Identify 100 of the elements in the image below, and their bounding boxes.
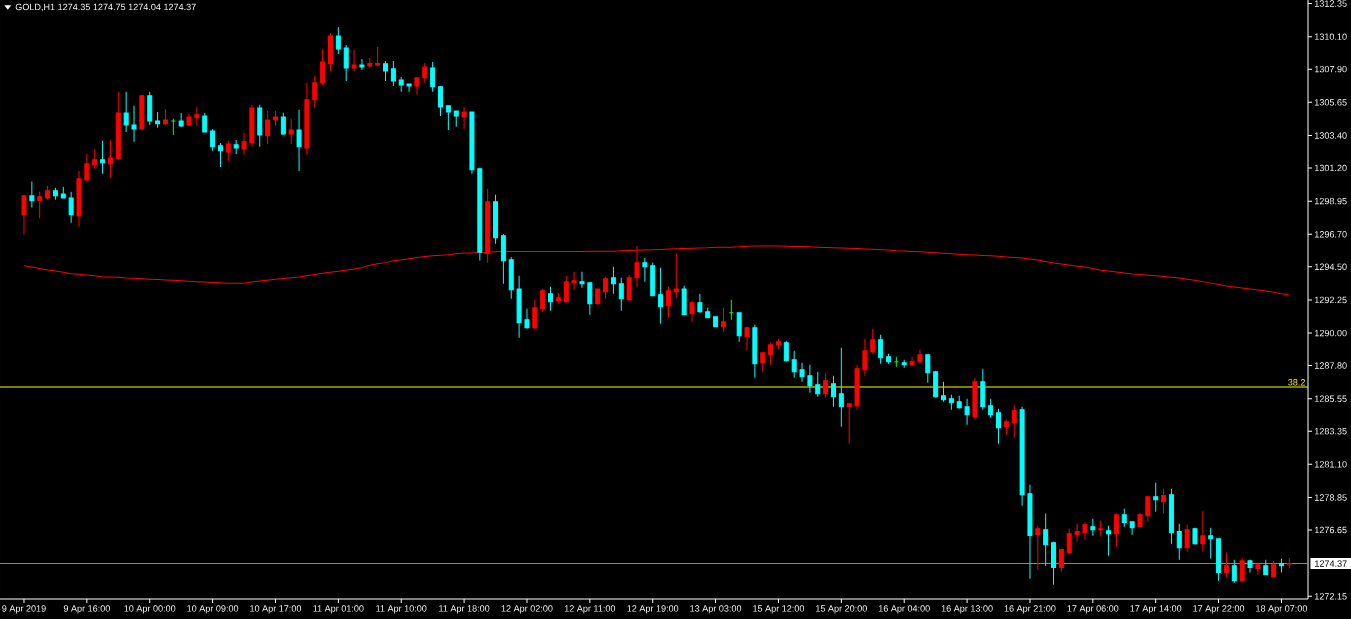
candlestick xyxy=(115,91,121,161)
candlestick xyxy=(60,186,66,199)
candlestick xyxy=(1027,484,1033,580)
candlestick xyxy=(320,48,326,86)
candlestick xyxy=(1074,523,1080,543)
candlestick xyxy=(964,398,970,426)
candlestick xyxy=(1058,548,1064,573)
y-tick-label: 1298.95 xyxy=(1314,197,1347,205)
x-tick-label: 16 Apr 21:00 xyxy=(1004,605,1056,614)
candlestick xyxy=(563,275,569,304)
candlestick xyxy=(139,94,145,130)
candlestick xyxy=(1216,538,1222,582)
candlestick xyxy=(909,356,915,367)
candlestick xyxy=(249,104,255,148)
candlestick xyxy=(186,113,192,127)
x-tick-label: 9 Apr 16:00 xyxy=(63,605,110,614)
candlestick xyxy=(1011,404,1017,439)
candlestick xyxy=(524,308,530,330)
candlestick xyxy=(21,195,27,236)
candlestick xyxy=(1106,525,1112,557)
candlestick xyxy=(107,139,113,179)
y-tick-label: 1276.65 xyxy=(1314,526,1347,534)
candlestick xyxy=(893,356,899,368)
candlestick xyxy=(1137,512,1143,529)
x-tick-label: 11 Apr 10:00 xyxy=(376,605,427,614)
candlestick xyxy=(1263,559,1269,576)
candlestick xyxy=(217,142,223,168)
candlestick xyxy=(744,326,750,352)
candlestick xyxy=(815,371,821,398)
annotation: 38.2 xyxy=(1288,379,1305,386)
candlestick xyxy=(1161,488,1167,515)
candlestick xyxy=(1003,419,1009,436)
candlestick xyxy=(406,83,412,93)
candlestick xyxy=(1035,525,1041,571)
candlestick xyxy=(807,364,813,394)
candlestick xyxy=(445,105,451,131)
x-tick-label: 15 Apr 12:00 xyxy=(753,605,805,614)
candlestick xyxy=(304,82,310,156)
candlestick xyxy=(752,324,758,379)
y-tick-label: 1294.50 xyxy=(1314,263,1347,270)
candlestick xyxy=(178,112,184,128)
candlestick xyxy=(272,110,278,127)
x-tick-label: 9 Apr 2019 xyxy=(2,605,46,614)
y-tick-label: 1296.70 xyxy=(1314,231,1347,238)
candlestick xyxy=(100,140,106,175)
candlestick xyxy=(45,185,51,201)
candlestick xyxy=(257,104,263,148)
candlestick xyxy=(162,108,168,126)
candlestick xyxy=(1090,518,1096,537)
candlestick xyxy=(917,349,923,365)
candlestick xyxy=(1255,562,1261,576)
x-tick-label: 12 Apr 02:00 xyxy=(501,605,553,614)
candlestick xyxy=(823,372,829,399)
candlestick xyxy=(367,57,373,69)
candlestick xyxy=(783,340,789,363)
candlestick xyxy=(1223,552,1229,579)
candlestick xyxy=(225,140,231,162)
candlestick xyxy=(673,253,679,299)
candlestick xyxy=(681,285,687,316)
candlestick xyxy=(713,316,719,328)
y-tick-label: 1278.85 xyxy=(1314,494,1347,501)
ref-line-label: 1274.37 xyxy=(1315,560,1347,567)
candlestick xyxy=(1231,559,1237,584)
y-tick-label: 1272.15 xyxy=(1314,593,1347,600)
candlestick xyxy=(155,111,161,129)
candlestick xyxy=(92,148,98,170)
candlestick xyxy=(335,26,341,55)
candlestick xyxy=(500,233,506,285)
candlestick xyxy=(390,60,396,87)
x-tick-label: 13 Apr 03:00 xyxy=(690,605,742,614)
candlestick xyxy=(131,105,137,143)
candlestick xyxy=(885,353,891,365)
candlestick xyxy=(1019,406,1025,507)
candlestick xyxy=(438,85,444,117)
candlestick xyxy=(838,347,844,428)
candlestick xyxy=(493,194,499,245)
candlestick xyxy=(147,91,153,126)
candlestick xyxy=(1271,560,1277,578)
candlestick xyxy=(736,312,742,343)
candlestick xyxy=(508,256,514,300)
candlestick xyxy=(555,292,561,305)
y-tick-label: 1283.35 xyxy=(1314,427,1347,435)
x-tick-label: 17 Apr 22:00 xyxy=(1193,605,1245,614)
candlestick xyxy=(52,187,58,201)
candlestick xyxy=(1145,496,1151,523)
candlestick xyxy=(728,299,734,321)
chart-title: GOLD,H1 1274.35 1274.75 1274.04 1274.37 xyxy=(15,3,196,12)
candlestick xyxy=(650,262,656,297)
candlestick xyxy=(343,44,349,82)
candlestick xyxy=(202,112,208,133)
candlestick xyxy=(296,109,302,172)
candlestick xyxy=(610,266,616,295)
x-tick-label: 16 Apr 04:00 xyxy=(878,605,930,614)
candlestick xyxy=(469,111,475,175)
x-tick-label: 11 Apr 01:00 xyxy=(313,605,364,614)
y-tick-label: 1290.00 xyxy=(1314,329,1347,337)
candlestick xyxy=(453,110,459,128)
candlestick xyxy=(775,338,781,350)
candlestick xyxy=(956,395,962,410)
candlestick xyxy=(351,49,357,72)
